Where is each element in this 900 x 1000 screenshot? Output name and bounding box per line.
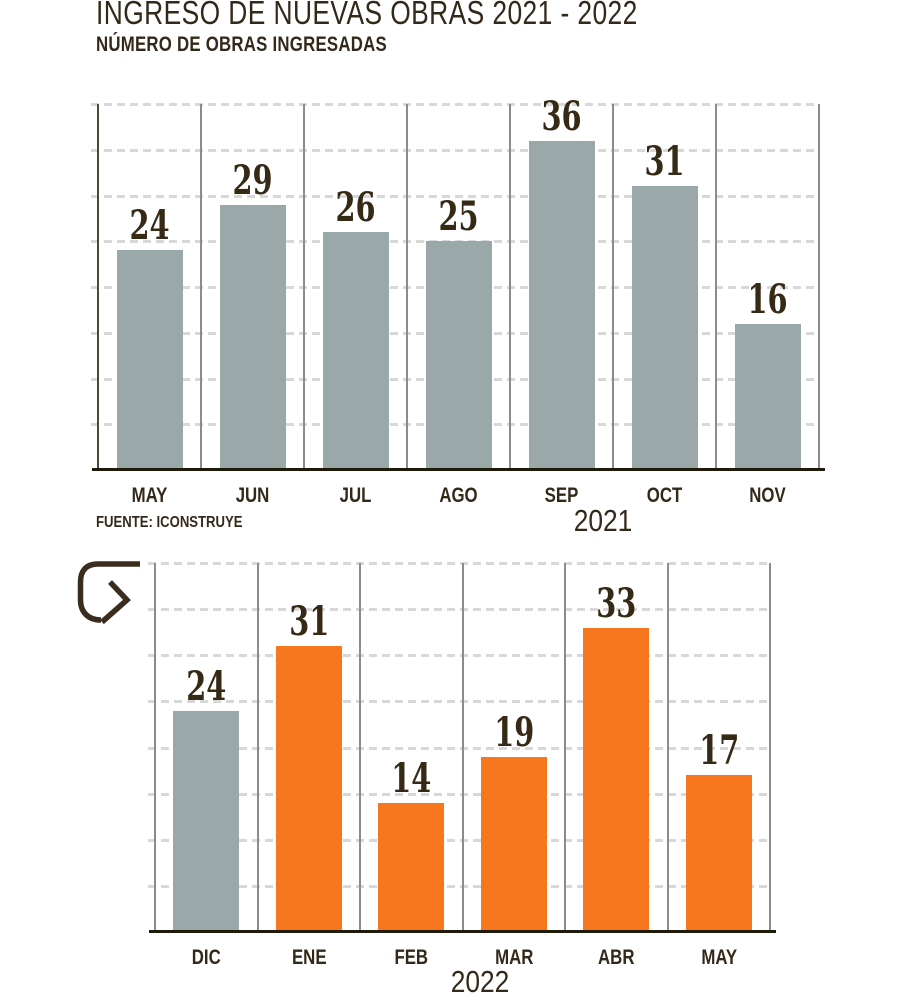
vertical-gridline — [564, 563, 566, 932]
month-label-nov: NOV — [749, 484, 786, 507]
vertical-gridline — [818, 104, 820, 470]
month-label-mar: MAR — [494, 946, 533, 969]
bar-value-label: 31 — [288, 598, 329, 646]
horizontal-gridline — [148, 700, 770, 704]
month-label-jun: JUN — [235, 484, 270, 507]
month-label-oct: OCT — [646, 484, 683, 507]
horizontal-gridline — [91, 103, 819, 106]
vertical-gridline — [359, 563, 361, 932]
bar-jul-2021 — [322, 232, 389, 470]
bar-value-label: 16 — [747, 275, 788, 323]
vertical-gridline — [769, 563, 771, 932]
vertical-gridline — [612, 104, 614, 470]
bar-value-label: 31 — [644, 138, 685, 186]
month-label-dic: DIC — [191, 946, 221, 969]
bar-nov-2021 — [734, 323, 801, 470]
bar-may-2022 — [685, 775, 752, 932]
bar-value-label: 25 — [438, 193, 479, 241]
year-label-2021: 2021 — [573, 503, 633, 538]
horizontal-gridline — [148, 654, 770, 658]
bar-jun-2021 — [219, 204, 286, 470]
bar-value-label: 29 — [232, 156, 273, 204]
page-title: INGRESO DE NUEVAS OBRAS 2021 - 2022 — [96, 0, 638, 31]
horizontal-gridline — [148, 838, 770, 842]
vertical-gridline — [200, 104, 202, 470]
month-label-feb: FEB — [394, 946, 429, 969]
month-label-may: MAY — [700, 946, 737, 969]
month-label-sep: SEP — [544, 484, 579, 507]
bar-oct-2021 — [631, 186, 698, 470]
year-label-2022: 2022 — [450, 964, 510, 999]
bar-sep-2021 — [528, 140, 595, 470]
month-label-may: MAY — [131, 484, 168, 507]
bar-chart-2021: 24 MAY 29 JUN 26 JUL 25 AGO 36 SEP 31 OCT 16 NOV — [91, 96, 825, 507]
bar-value-label: 19 — [493, 708, 534, 756]
vertical-gridline — [509, 104, 511, 470]
vertical-gridline — [154, 563, 156, 932]
vertical-gridline — [256, 563, 259, 932]
bar-value-label: 17 — [698, 727, 739, 775]
horizontal-gridline — [148, 608, 770, 612]
bar-abr-2022 — [583, 627, 650, 932]
bar-value-label: 36 — [541, 92, 582, 140]
page-subtitle: NÚMERO DE OBRAS INGRESADAS — [96, 33, 387, 56]
month-label-jul: JUL — [339, 484, 372, 507]
vertical-gridline — [666, 563, 669, 932]
month-label-ene: ENE — [291, 946, 327, 969]
bar-value-label: 24 — [129, 202, 170, 250]
vertical-gridline — [715, 104, 717, 470]
bar-chart-2022: 24 DIC 31 ENE 14 FEB 19 MAR 33 ABR 17 MAY — [148, 562, 776, 969]
bar-ago-2021 — [425, 241, 492, 470]
source-caption: FUENTE: ICONSTRUYE — [96, 514, 243, 531]
bar-dic-2022 — [173, 710, 240, 932]
horizontal-gridline — [148, 746, 770, 750]
month-label-ago: AGO — [439, 484, 478, 507]
vertical-gridline — [406, 104, 408, 470]
bar-may-2021 — [116, 250, 183, 470]
month-label-abr: ABR — [598, 946, 635, 969]
horizontal-gridline — [148, 792, 770, 796]
vertical-gridline — [97, 104, 99, 470]
bar-value-label: 26 — [335, 184, 376, 232]
x-axis-baseline — [92, 468, 825, 471]
vertical-gridline — [461, 563, 464, 932]
loop-arrow-icon — [77, 561, 140, 625]
bar-value-label: 24 — [186, 662, 227, 710]
bar-mar-2022 — [480, 756, 547, 932]
bar-value-label: 33 — [596, 579, 637, 627]
bar-ene-2022 — [275, 646, 342, 932]
horizontal-gridline — [148, 884, 770, 888]
bar-value-label: 14 — [391, 754, 432, 802]
vertical-gridline — [303, 104, 305, 470]
horizontal-gridline — [148, 562, 770, 565]
horizontal-gridline — [91, 194, 819, 198]
horizontal-gridline — [91, 148, 819, 152]
x-axis-baseline — [149, 930, 776, 933]
bar-feb-2022 — [378, 802, 445, 932]
